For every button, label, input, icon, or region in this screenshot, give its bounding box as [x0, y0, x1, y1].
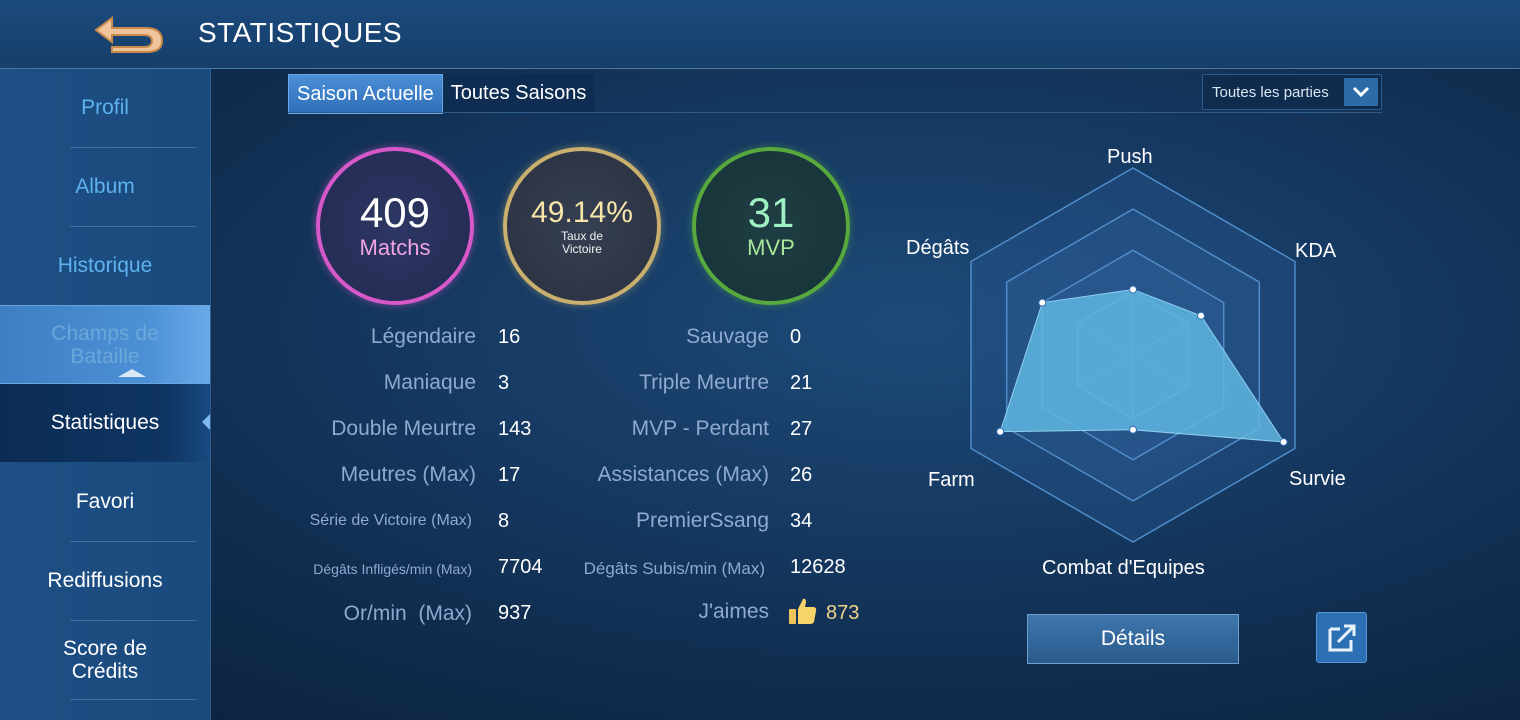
- matchs-value: 409: [359, 189, 431, 236]
- stat-value-degats-subis: 12628: [790, 556, 846, 578]
- radar-axis-survie: Survie: [1289, 468, 1346, 490]
- radar-axis-push: Push: [1107, 146, 1153, 168]
- radar-point-3: [1129, 425, 1137, 434]
- page-title: STATISTIQUES: [198, 17, 403, 48]
- details-button[interactable]: Détails: [1027, 614, 1239, 664]
- tab-divider: [288, 112, 1382, 113]
- filter-label: Toutes les parties: [1212, 83, 1329, 101]
- stat-label-maniaque: Maniaque: [383, 371, 476, 394]
- mvp-circle: 31 MVP: [692, 147, 850, 305]
- sidebar-item-statistiques[interactable]: Statistiques: [0, 384, 210, 462]
- radar-point-4: [996, 427, 1005, 436]
- radar-point-0: [1129, 285, 1137, 294]
- sidebar-divider: [70, 699, 196, 700]
- stat-label-degats-infliges: Dégâts Infligés/min (Max): [313, 561, 472, 577]
- stat-value-maniaque: 3: [498, 372, 510, 394]
- mvp-value: 31: [747, 189, 795, 236]
- radar-point-1: [1197, 311, 1206, 320]
- collapse-up-icon: [118, 369, 146, 377]
- tab-toutes-saisons[interactable]: Toutes Saisons: [442, 74, 595, 112]
- back-arrow-icon: [94, 16, 164, 53]
- mvp-label: MVP: [747, 235, 795, 260]
- radar-point-2: [1279, 437, 1288, 446]
- stat-label-assistances-max: Assistances (Max): [597, 463, 769, 486]
- tab-saison-actuelle[interactable]: Saison Actuelle: [288, 74, 443, 114]
- performance-radar-chart: [970, 167, 1296, 543]
- header-bar: STATISTIQUES: [0, 0, 1520, 69]
- stat-label-sauvage: Sauvage: [686, 325, 769, 348]
- share-icon: [1328, 624, 1355, 651]
- stat-value-meurtres-max: 17: [498, 464, 521, 486]
- radar-axis-kda: KDA: [1295, 240, 1337, 262]
- likes-value: 873: [826, 602, 860, 624]
- sidebar-item-favori[interactable]: Favori: [75, 490, 135, 513]
- thumbs-up-icon: [789, 598, 817, 624]
- stat-label-serie-victoire: Série de Victoire (Max): [309, 512, 472, 529]
- stat-label-jaimes: J'aimes: [698, 600, 769, 623]
- stat-label-premier-sang: PremierSsang: [635, 509, 769, 532]
- stat-value-triple-meurtre: 21: [790, 372, 813, 394]
- stat-value-premier-sang: 34: [790, 510, 813, 532]
- stat-label-or-min: Or/min (Max): [343, 602, 472, 625]
- stat-label-meurtres-max: Meutres (Max): [340, 463, 476, 486]
- sidebar-item-rediffusions[interactable]: Rediffusions: [47, 569, 163, 592]
- sidebar-divider: [70, 226, 196, 227]
- win-rate-label: Taux de Victoire: [560, 229, 604, 256]
- win-rate-value: 49.14%: [531, 196, 633, 229]
- matchs-label: Matchs: [359, 235, 431, 260]
- stat-value-or-min: 937: [498, 602, 532, 624]
- stat-value-sauvage: 0: [790, 326, 802, 348]
- stat-value-double-meurtre: 143: [498, 418, 532, 440]
- sidebar-item-profil[interactable]: Profil: [81, 96, 129, 119]
- sidebar-item-album[interactable]: Album: [75, 175, 135, 198]
- sidebar-item-historique[interactable]: Historique: [57, 254, 153, 277]
- sidebar-item-score-de-credits[interactable]: Score de Crédits: [0, 621, 210, 699]
- sidebar-divider: [70, 147, 196, 148]
- stat-value-mvp-perdant: 27: [790, 418, 813, 440]
- matchs-circle: 409 Matchs: [316, 147, 474, 305]
- stat-value-serie-victoire: 8: [498, 510, 510, 532]
- stat-label-triple-meurtre: Triple Meurtre: [639, 371, 769, 394]
- stat-label-legendaire: Légendaire: [370, 325, 476, 348]
- sidebar-item-label: Statistiques: [50, 411, 160, 434]
- sidebar-item-champs-de-bataille[interactable]: Champs de Bataille: [0, 305, 210, 384]
- match-filter-dropdown[interactable]: Toutes les parties: [1202, 74, 1382, 110]
- back-button[interactable]: [90, 10, 170, 56]
- radar-points: [996, 285, 1288, 446]
- radar-axis-farm: Farm: [928, 469, 975, 491]
- stat-value-assistances-max: 26: [790, 464, 813, 486]
- share-button[interactable]: [1316, 612, 1367, 663]
- stat-label-double-meurtre: Double Meurtre: [331, 417, 476, 440]
- chevron-down-icon: [1344, 78, 1378, 106]
- stat-label-mvp-perdant: MVP - Perdant: [631, 417, 769, 440]
- win-rate-circle: 49.14% Taux de Victoire: [503, 147, 661, 305]
- radar-axis-combat-equipes: Combat d'Equipes: [1042, 557, 1205, 579]
- stat-value-legendaire: 16: [498, 326, 521, 348]
- stat-value-degats-infliges: 7704: [498, 556, 543, 578]
- radar-point-5: [1038, 298, 1047, 307]
- sidebar-divider: [70, 620, 196, 621]
- stat-label-degats-subis: Dégâts Subis/min (Max): [583, 559, 765, 578]
- sidebar-item-label: Score de Crédits: [62, 637, 148, 683]
- season-tabs: Saison Actuelle Toutes Saisons: [288, 74, 595, 114]
- sidebar: Profil Album Historique Champs de Batail…: [0, 69, 211, 720]
- radar-axis-degats: Dégâts: [906, 237, 970, 259]
- sidebar-divider: [70, 541, 196, 542]
- sidebar-item-label: Champs de Bataille: [51, 321, 159, 368]
- active-indicator-icon: [202, 414, 210, 430]
